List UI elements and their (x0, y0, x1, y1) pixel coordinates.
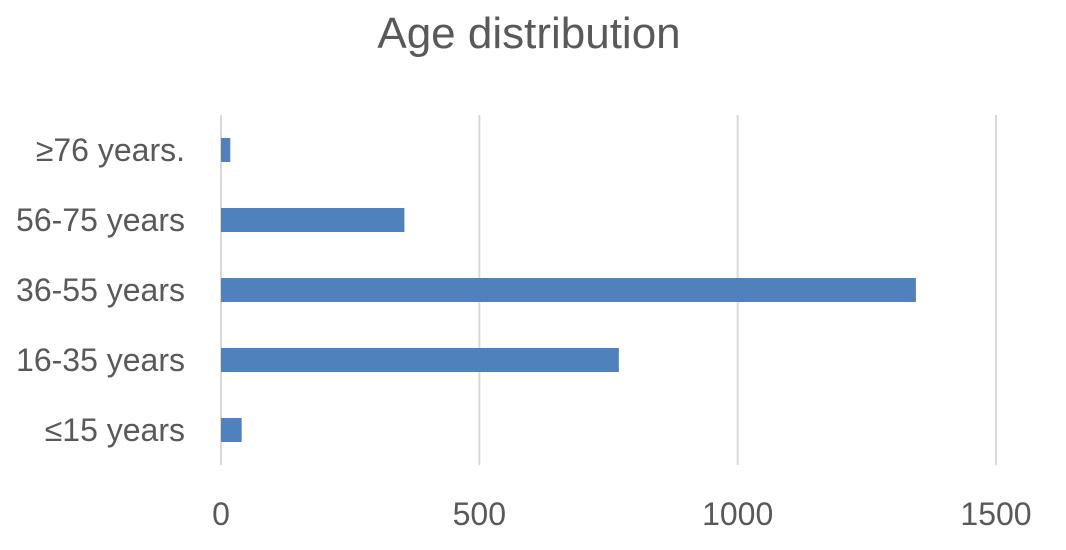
category-labels: ≤15 years 16-35 years 36-55 years 56-75 yea… (16, 132, 185, 448)
chart-title: Age distribution (377, 9, 680, 58)
x-tick-label: 0 (212, 496, 230, 532)
bar-layer (221, 138, 916, 442)
bar (221, 278, 916, 302)
category-label: 56-75 years (16, 202, 185, 238)
bar (221, 348, 619, 372)
x-axis-ticks: 0 500 1000 1500 (212, 496, 1031, 532)
category-label: ≤15 years (45, 412, 185, 448)
bar (221, 418, 242, 442)
bar (221, 138, 231, 162)
category-label: 36-55 years (16, 272, 185, 308)
x-tick-label: 1500 (960, 496, 1031, 532)
x-tick-label: 1000 (702, 496, 773, 532)
bar (221, 208, 405, 232)
x-tick-label: 500 (453, 496, 506, 532)
category-label: ≥76 years. (36, 132, 185, 168)
category-label: 16-35 years (16, 342, 185, 378)
